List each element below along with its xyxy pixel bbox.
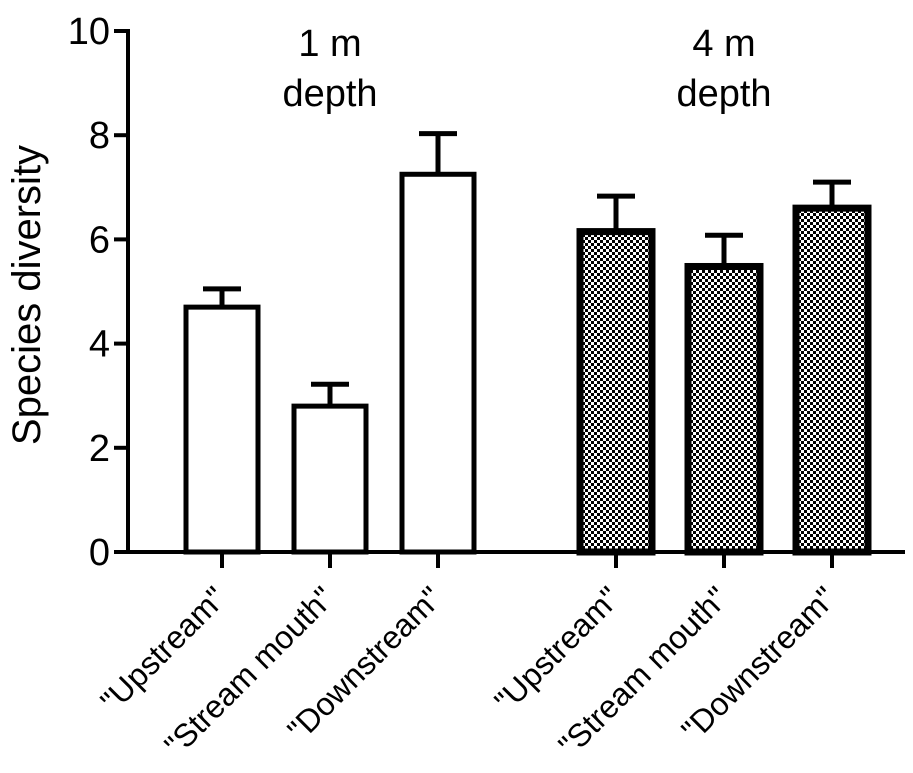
group-label-line1: 4 m: [692, 23, 755, 65]
y-tick-label: 0: [89, 532, 110, 574]
group-label-line2: depth: [282, 73, 377, 115]
y-tick-label: 6: [89, 219, 110, 261]
y-tick-label: 4: [89, 324, 110, 366]
y-tick-label: 8: [89, 115, 110, 157]
bar: [183, 304, 261, 555]
y-tick-label: 2: [89, 428, 110, 470]
bar: [576, 228, 656, 556]
group-label-line2: depth: [676, 73, 771, 115]
y-axis-label: Species diversity: [5, 145, 49, 445]
y-tick-label: 10: [68, 11, 110, 53]
bar: [792, 204, 872, 556]
bar: [291, 403, 369, 555]
bar: [399, 171, 477, 555]
bar: [684, 262, 764, 556]
group-label-line1: 1 m: [298, 23, 361, 65]
